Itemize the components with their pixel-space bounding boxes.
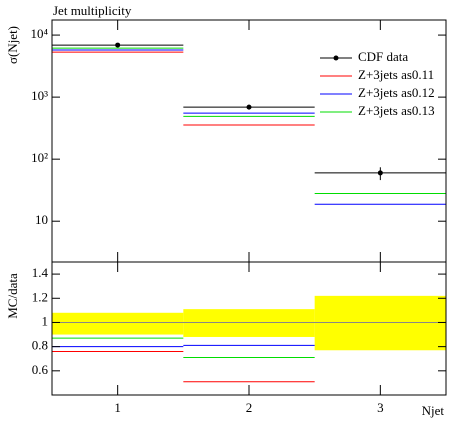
y-tick-label: 10	[35, 212, 48, 227]
y-tick-label: 0.6	[32, 362, 49, 377]
legend-label: Z+3jets as0.11	[358, 67, 434, 82]
y-tick-label: 10⁴	[30, 26, 48, 41]
y-tick-label: 1.4	[32, 265, 49, 280]
x-tick-label: 3	[377, 400, 384, 415]
legend-label: Z+3jets as0.12	[358, 85, 435, 100]
y-axis-label: MC/data	[5, 273, 20, 319]
y-tick-label: 1.2	[32, 289, 48, 304]
x-tick-label: 2	[246, 400, 253, 415]
ratio-band	[52, 312, 184, 335]
ratio-band	[183, 309, 315, 337]
data-point	[246, 104, 252, 110]
y-tick-label: 10²	[31, 150, 48, 165]
x-tick-label: 1	[114, 400, 121, 415]
legend-marker	[333, 55, 339, 61]
ratio-band	[314, 295, 446, 351]
y-tick-label: 10³	[31, 88, 48, 103]
y-axis-label: σ(Njet)	[5, 26, 20, 64]
y-tick-label: 1	[42, 313, 49, 328]
y-tick-label: 0.8	[32, 338, 48, 353]
x-axis-label: Njet	[422, 403, 445, 418]
data-point	[377, 170, 383, 176]
legend-label: Z+3jets as0.13	[358, 103, 435, 118]
legend-label: CDF data	[358, 49, 408, 64]
data-point	[115, 42, 121, 48]
chart-title: Jet multiplicity	[53, 3, 132, 18]
